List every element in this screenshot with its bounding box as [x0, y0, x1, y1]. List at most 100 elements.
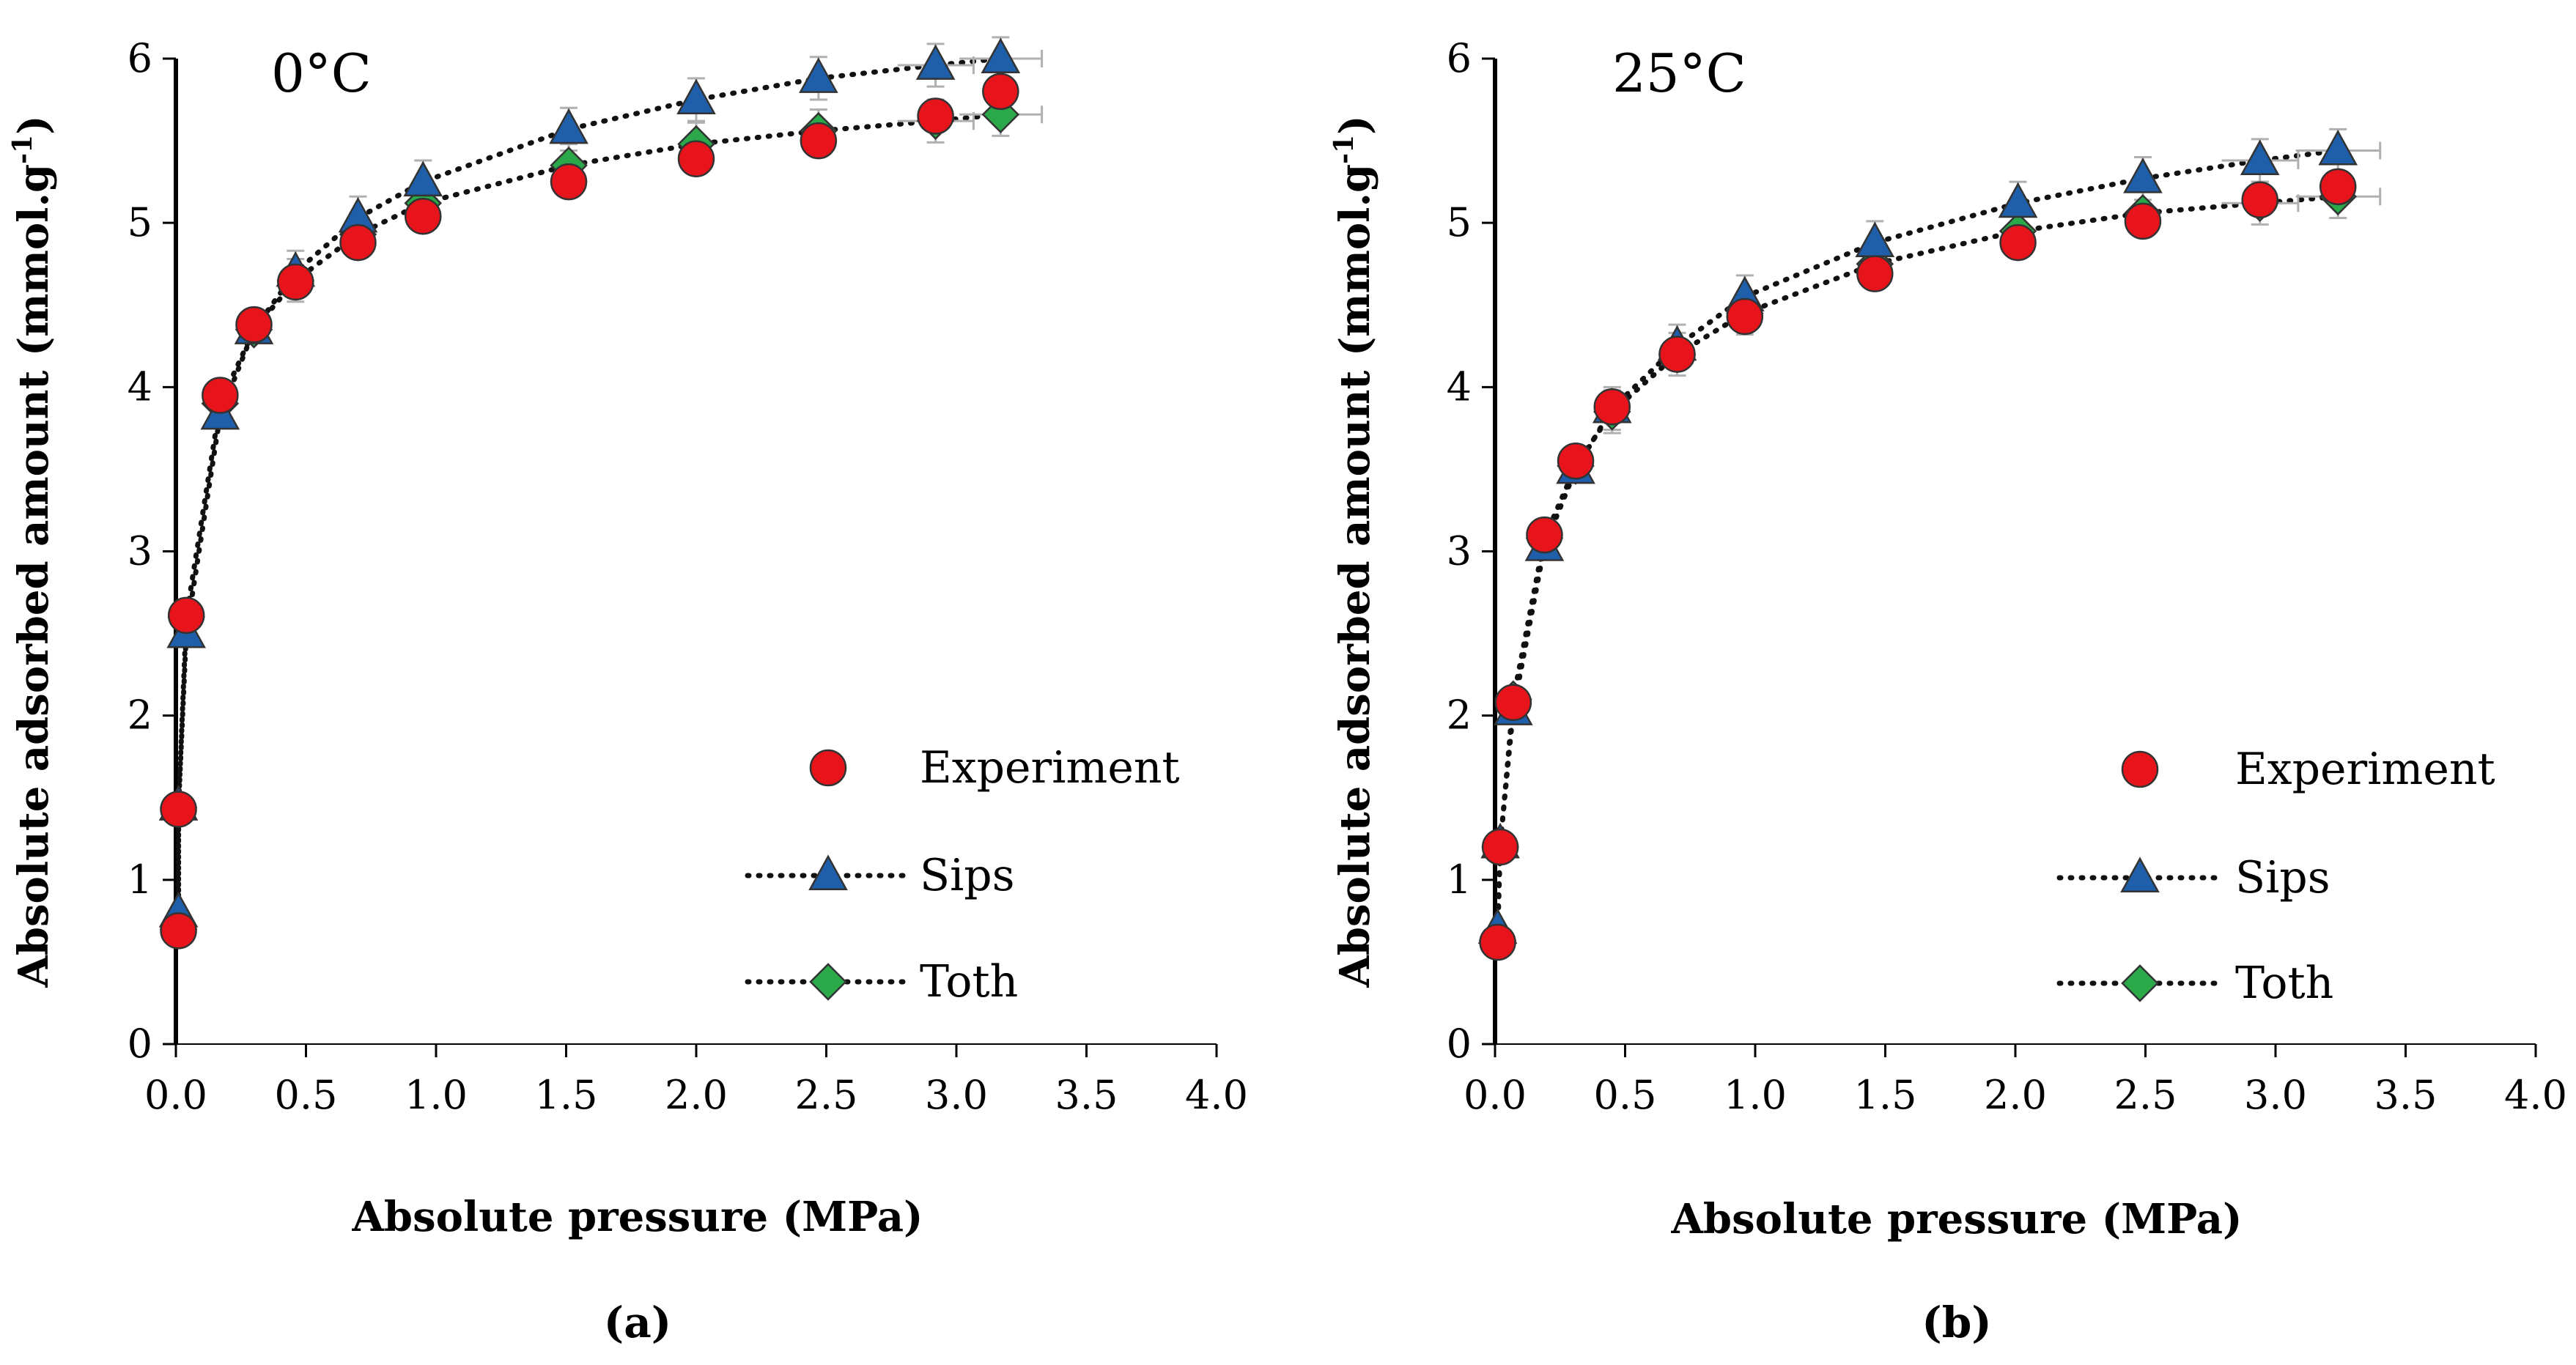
legend-label-experiment: Experiment	[2235, 744, 2495, 795]
legend-marker-toth	[809, 963, 847, 1001]
sips-point	[549, 108, 588, 144]
legend-marker-experiment	[2121, 750, 2159, 788]
fit-line-toth	[176, 111, 1003, 932]
panel-b: 0 1 2 3 4 5 6 0.0 0.5 1.0 1.5 2.0 2.5 3.0 3.5 4.0 Absolu…	[1329, 35, 2567, 1347]
x-tick-label: 4.0	[1185, 1072, 1248, 1118]
panel-label: (b)	[1922, 1298, 1991, 1347]
x-tick-label: 0.0	[144, 1072, 207, 1118]
x-tick-label: 0.0	[1464, 1072, 1527, 1118]
experiment-point	[2124, 202, 2162, 240]
panel-a: 0 1 2 3 4 5 6 0.0 0.5 1.0 1.5 2.0 2.5 3.0 3.5 4.0 Absolu…	[7, 35, 1248, 1347]
experiment-point	[1999, 223, 2037, 262]
y-axis-title-end: )	[10, 115, 58, 135]
legend-marker-sips	[2120, 857, 2160, 892]
y-tick-label: 4	[1447, 363, 1472, 410]
experiment-point	[1479, 923, 1516, 961]
legend-label-experiment: Experiment	[920, 742, 1180, 794]
y-tick-label: 0	[1447, 1021, 1472, 1067]
experiment-point	[339, 223, 377, 262]
y-axis-title-main: Absolute adsorbed amount (mmol.g	[1331, 164, 1379, 988]
x-tick-label: 1.0	[1724, 1072, 1787, 1118]
experiment-point	[1856, 255, 1894, 292]
x-axis-title: Absolute pressure (MPa)	[351, 1193, 923, 1241]
y-tick-label: 2	[1447, 692, 1472, 739]
experiment-point	[1557, 442, 1595, 480]
y-axis-title-main: Absolute adsorbed amount (mmol.g	[10, 164, 58, 988]
x-tick-label: 2.5	[2114, 1072, 2177, 1118]
sips-point	[403, 160, 443, 197]
y-tick-label: 2	[128, 692, 152, 739]
sips-point	[2123, 158, 2163, 193]
y-tick-label: 4	[128, 363, 152, 410]
temperature-annotation: 0°C	[271, 42, 372, 104]
legend: Experiment Sips Toth	[2056, 744, 2495, 1009]
experiment-point	[982, 73, 1019, 111]
experiment-point	[1494, 684, 1532, 721]
x-tick-label: 3.5	[2374, 1072, 2437, 1118]
sips-point	[981, 37, 1021, 73]
x-tick-label: 0.5	[1594, 1072, 1657, 1118]
y-tick-label: 0	[128, 1021, 152, 1067]
legend-marker-toth	[2121, 964, 2159, 1002]
y-tick-label: 3	[128, 528, 152, 574]
experiment-point	[405, 197, 442, 235]
sips-point	[915, 44, 956, 80]
y-tick-label: 6	[128, 35, 152, 81]
experiment-point	[550, 163, 588, 201]
experiment-point	[1481, 828, 1519, 866]
sips-point	[2318, 129, 2358, 166]
y-axis-title: Absolute adsorbed amount (mmol.g-1)	[1329, 115, 1379, 988]
experiment-point	[167, 596, 205, 635]
sips-point	[799, 57, 838, 93]
x-tick-label: 4.0	[2504, 1072, 2567, 1118]
sips-point	[2240, 139, 2280, 175]
x-axis-title: Absolute pressure (MPa)	[1670, 1195, 2242, 1243]
experiment-point	[1726, 297, 1764, 336]
experiment-point	[1526, 516, 1563, 554]
experiment-point	[1658, 336, 1696, 373]
y-axis-title-superscript: -1	[1329, 135, 1359, 164]
x-tick-label: 2.0	[665, 1072, 728, 1118]
x-tick-label: 3.0	[925, 1072, 988, 1118]
experiment-point	[1593, 388, 1631, 426]
experiment-point	[235, 306, 273, 344]
x-tick-label: 1.5	[535, 1072, 598, 1118]
experiment-point	[677, 140, 715, 177]
legend-label-sips: Sips	[920, 850, 1015, 901]
experiment-point	[277, 263, 314, 301]
y-tick-label: 5	[1447, 199, 1472, 245]
legend-label-toth: Toth	[2235, 958, 2333, 1009]
x-tick-label: 3.0	[2244, 1072, 2307, 1118]
experiment-point	[2319, 168, 2357, 206]
y-tick-label: 5	[128, 199, 152, 245]
x-tick-label: 1.0	[405, 1072, 468, 1118]
y-axis-title: Absolute adsorbed amount (mmol.g-1)	[7, 115, 58, 988]
x-tick-label: 2.0	[1984, 1072, 2047, 1118]
legend-label-toth: Toth	[920, 956, 1018, 1007]
x-tick-label: 2.5	[795, 1072, 858, 1118]
y-axis-title-superscript: -1	[7, 135, 38, 164]
experiment-point	[917, 97, 954, 135]
legend-marker-sips	[808, 854, 848, 890]
experiment-point	[800, 122, 838, 160]
y-tick-label: 6	[1447, 35, 1472, 81]
sips-point	[676, 78, 716, 115]
experiment-point	[160, 791, 197, 828]
fit-line-toth	[1495, 193, 2341, 944]
y-tick-label: 3	[1447, 528, 1472, 574]
sips-point	[1998, 182, 2038, 218]
x-tick-label: 1.5	[1854, 1072, 1917, 1118]
legend-marker-experiment	[809, 749, 847, 787]
panel-label: (a)	[604, 1298, 671, 1347]
y-axis-title-end: )	[1331, 115, 1379, 135]
fit-line-sips	[176, 56, 1003, 916]
y-tick-label: 1	[128, 857, 152, 903]
x-tick-label: 0.5	[275, 1072, 338, 1118]
experiment-point	[202, 377, 239, 414]
y-tick-label: 1	[1447, 857, 1472, 903]
x-tick-label: 3.5	[1055, 1072, 1118, 1118]
legend-label-sips: Sips	[2235, 852, 2330, 903]
experiment-point	[2241, 181, 2278, 219]
fit-line-sips	[1495, 148, 2341, 932]
